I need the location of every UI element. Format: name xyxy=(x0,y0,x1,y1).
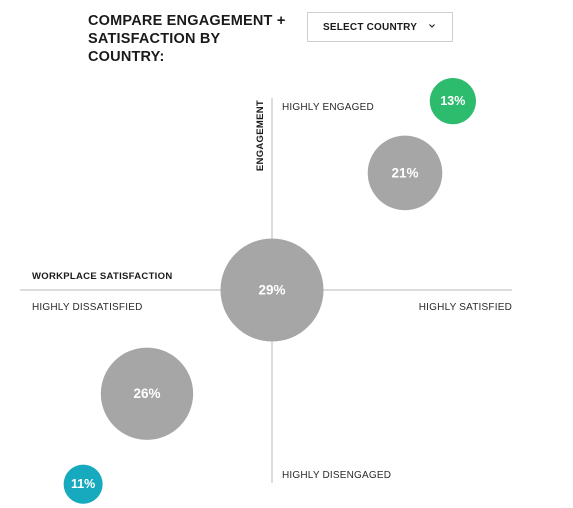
quadrant-label-right: HIGHLY SATISFIED xyxy=(419,302,512,313)
bubble-label-13: 13% xyxy=(440,94,465,108)
bubble-label-26: 26% xyxy=(133,386,160,401)
bubble-29[interactable] xyxy=(220,238,324,342)
bubble-13[interactable] xyxy=(429,78,476,125)
bubble-label-29: 29% xyxy=(258,283,285,298)
quadrant-label-left: HIGHLY DISSATISFIED xyxy=(32,302,143,313)
quadrant-label-bottom: HIGHLY DISENGAGED xyxy=(282,470,391,481)
x-axis-label: WORKPLACE SATISFACTION xyxy=(32,271,172,282)
bubble-label-11: 11% xyxy=(71,477,95,491)
bubble-11[interactable] xyxy=(63,464,103,504)
bubble-26[interactable] xyxy=(100,347,194,440)
bubble-21[interactable] xyxy=(367,135,443,211)
country-select-label: SELECT COUNTRY xyxy=(323,21,418,33)
bubble-group: 29% 21% 13% 26% 11% xyxy=(63,78,476,504)
bubble-label-21: 21% xyxy=(391,165,418,180)
y-axis-label: ENGAGEMENT xyxy=(255,100,266,171)
country-select[interactable]: SELECT COUNTRY xyxy=(307,12,453,42)
quadrant-label-top: HIGHLY ENGAGED xyxy=(282,102,374,113)
chevron-down-icon xyxy=(429,24,435,28)
page-title: COMPARE ENGAGEMENT + SATISFACTION BY COU… xyxy=(88,13,286,65)
